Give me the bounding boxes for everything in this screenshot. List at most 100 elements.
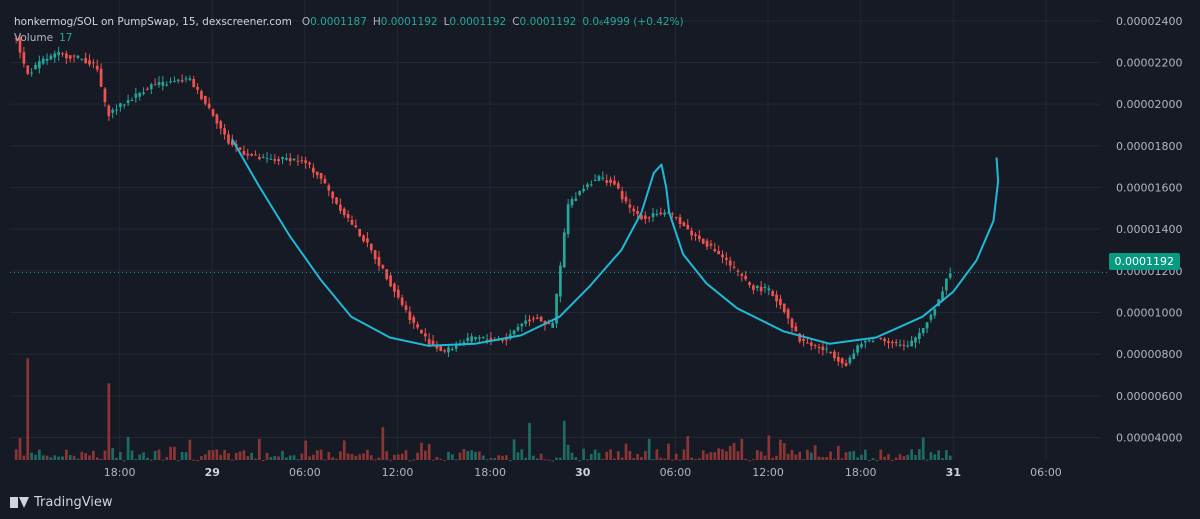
candle-body <box>848 357 852 364</box>
candle-body <box>524 320 528 324</box>
volume-bar <box>728 445 732 460</box>
candle-body <box>570 199 574 206</box>
volume-bar <box>871 458 875 460</box>
volume-bar <box>339 451 342 460</box>
volume-bar <box>393 454 396 460</box>
volume-bar <box>620 457 624 460</box>
candle-body <box>408 311 412 321</box>
volume-bar <box>95 457 99 460</box>
candle-body <box>450 348 454 350</box>
candle-body <box>736 270 740 272</box>
x-tick-label: 12:00 <box>382 466 414 479</box>
candle-body <box>605 180 609 183</box>
candle-body <box>37 61 41 69</box>
volume-bar <box>234 452 238 460</box>
volume-bar <box>570 452 574 460</box>
candle-body <box>813 344 817 346</box>
x-tick-label: 12:00 <box>752 466 784 479</box>
candle-body <box>354 225 358 228</box>
candle-body <box>589 184 593 186</box>
volume-bar <box>474 451 477 460</box>
candle-body <box>265 158 269 160</box>
volume-bar <box>643 450 647 460</box>
candle-body <box>863 340 867 343</box>
volume-bar <box>709 452 713 460</box>
candle-body <box>929 314 933 320</box>
volume-bar <box>698 458 701 460</box>
volume-bar <box>890 459 894 461</box>
volume-bar <box>894 457 898 460</box>
candle-body <box>273 159 277 161</box>
volume-bar <box>586 459 589 461</box>
volume-bar <box>61 456 64 460</box>
candle-body <box>682 222 686 227</box>
volume-bar <box>76 458 80 460</box>
volume-bar <box>230 459 234 461</box>
candle-body <box>771 291 775 297</box>
volume-bar <box>763 455 767 460</box>
volume-bar <box>840 458 844 460</box>
candle-body <box>84 58 88 64</box>
candle-body <box>825 348 829 350</box>
candle-body <box>887 341 890 343</box>
volume-bar <box>458 452 462 460</box>
candle-body <box>914 337 917 343</box>
y-tick-label: 0.00001400 <box>1116 223 1182 236</box>
candle-body <box>759 286 763 292</box>
x-tick-label: 18:00 <box>104 466 136 479</box>
candle-body <box>443 350 446 352</box>
volume-bar <box>362 453 365 460</box>
candle-body <box>477 337 481 339</box>
volume-bar <box>420 442 423 460</box>
candle-body <box>230 140 234 145</box>
candle-body <box>539 316 543 322</box>
candle-body <box>146 88 149 90</box>
tradingview-logo-icon <box>10 497 29 508</box>
candle-body <box>427 339 431 345</box>
volume-bar <box>782 443 786 460</box>
volume-bar <box>524 457 528 460</box>
candle-body <box>902 344 906 346</box>
volume-bar <box>713 452 717 460</box>
volume-bar <box>34 454 37 460</box>
high-label: H <box>372 16 381 28</box>
candle-body <box>941 291 944 302</box>
candle-body <box>277 159 280 162</box>
volume-bar <box>628 450 632 460</box>
volume-value: 17 <box>59 32 73 44</box>
volume-bar <box>470 450 473 460</box>
chart-legend: honkermog/SOL on PumpSwap, 15, dexscreen… <box>14 14 690 30</box>
volume-bar <box>65 449 68 460</box>
candle-body <box>871 341 875 343</box>
candle-body <box>400 297 404 305</box>
volume-bar <box>624 443 628 460</box>
volume-bar <box>354 455 358 460</box>
candle-body <box>728 260 732 266</box>
candle-body <box>312 167 315 173</box>
candle-body <box>725 257 728 260</box>
volume-bar <box>176 460 180 462</box>
high-value: 0.0001192 <box>380 16 438 28</box>
candle-body <box>389 275 392 287</box>
tradingview-logo[interactable]: TradingView <box>10 495 113 510</box>
candle-body <box>107 105 111 117</box>
candle-body <box>709 243 713 246</box>
volume-bar <box>667 443 670 460</box>
candle-body <box>149 84 153 90</box>
candle-body <box>447 347 450 353</box>
candle-body <box>632 208 636 212</box>
candle-body <box>559 265 562 297</box>
y-tick-label: 0.00001600 <box>1116 182 1182 195</box>
candle-body <box>76 55 80 58</box>
candle-body <box>466 337 470 341</box>
volume-bar <box>605 451 609 460</box>
volume-bar <box>447 451 450 460</box>
candle-body <box>435 345 439 349</box>
candle-body <box>319 173 323 179</box>
candle-body <box>713 248 717 252</box>
candle-body <box>817 346 821 349</box>
candle-body <box>786 309 790 319</box>
volume-bar <box>435 456 439 460</box>
volume-bar <box>350 454 354 460</box>
